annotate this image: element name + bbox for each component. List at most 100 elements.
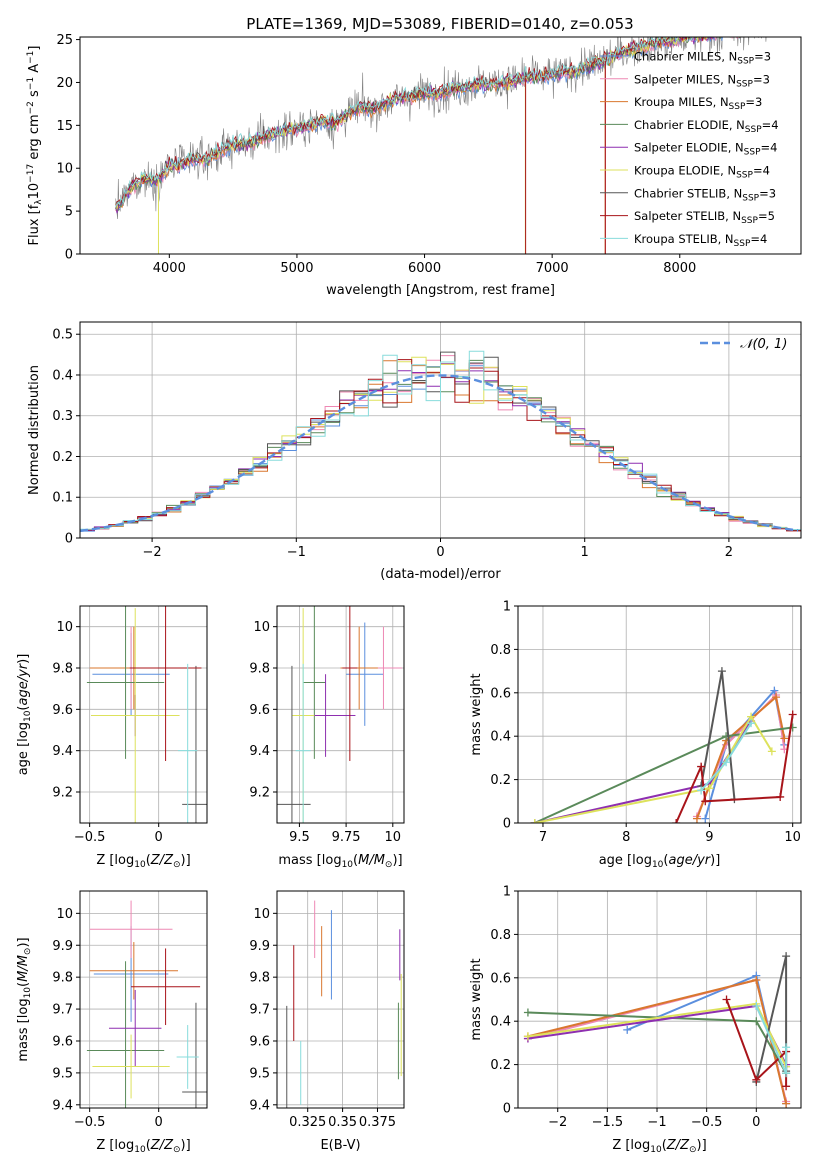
weight-marker-kroupa_stelib: [747, 719, 756, 728]
z-weight-xlabel: Z [log10(Z/Z⊙)]: [612, 1138, 706, 1155]
spectrum-legend: Chabrier MILES, NSSP=3 Salpeter MILES, NS…: [600, 50, 779, 249]
plot-area-residuals: [80, 350, 801, 533]
z-mass-xlabel: Z [log10(Z/Z⊙)]: [96, 1138, 190, 1155]
panel-spectrum: [115, 37, 767, 254]
x-tick-label: 2: [725, 545, 733, 560]
y-tick-label: 0.2: [52, 450, 73, 465]
legend-label: Kroupa STELIB, NSSP=4: [634, 232, 767, 249]
x-tick-label: 5000: [280, 261, 313, 276]
x-tick-label: −1: [287, 545, 306, 560]
z-mass-ylabel: mass [log10(M/M⊙)]: [16, 937, 33, 1061]
y-tick-label: 9.4: [52, 744, 73, 759]
axes-frame: [79, 36, 802, 255]
normal-curve: [80, 374, 799, 533]
x-tick-label: −0.5: [74, 830, 106, 845]
y-tick-label: 10: [56, 907, 73, 922]
plot-area-spectrum: [115, 37, 767, 254]
frame-z-weight: −2 −1.5 −1 −0.5 0 0 0.2 0.4 0.6 0.8 1 Z [log10(Z/Z⊙…: [469, 885, 802, 1155]
x-tick-label: 9: [705, 830, 713, 845]
weight-marker-kroupa_stelib: [782, 1069, 791, 1078]
axes-frame: [79, 605, 208, 824]
residuals-xlabel: (data-model)/error: [380, 567, 501, 582]
spectrum-ylabel: Flux [fλ10−17 erg cm−2 s−1 A−1]: [26, 46, 44, 246]
legend-label: Kroupa MILES, NSSP=3: [634, 95, 762, 112]
x-tick-label: 7000: [536, 261, 569, 276]
plot-area-z-mass: [86, 900, 207, 1108]
x-tick-label: 6000: [408, 261, 441, 276]
y-tick-label: 20: [56, 76, 73, 91]
weight-marker-salpeter_stelib: [782, 1082, 791, 1091]
frame-mass-age: 9.5 9.75 10 9.2 9.4 9.6 9.8 10 mass [log10(M/M⊙)…: [249, 605, 405, 870]
residuals-ylabel: Normed distribution: [27, 365, 42, 495]
y-tick-label: 0.3: [52, 409, 73, 424]
legend-label: Chabrier STELIB, NSSP=3: [634, 186, 776, 203]
y-tick-label: 0: [65, 532, 73, 547]
y-tick-label: 9.9: [249, 939, 270, 954]
x-tick-label: 0: [752, 1115, 760, 1130]
y-tick-label: 9.7: [52, 1003, 73, 1018]
x-tick-label: 9.75: [332, 830, 361, 845]
weight-marker-salpeter_stelib: [788, 710, 797, 719]
z-weight-ylabel: mass weight: [469, 958, 484, 1040]
weight-marker-kroupa_miles: [692, 814, 701, 823]
panel-ebv-mass: [277, 891, 404, 1108]
legend-label: 𝒩(0, 1): [740, 337, 787, 352]
plot-area-z-weight: [523, 952, 791, 1108]
weight-marker-salpeter_stelib: [672, 819, 681, 823]
x-tick-label: 0: [436, 545, 444, 560]
weight-marker-kroupa_miles: [782, 1099, 791, 1108]
z-age-ylabel: age [log10(age/yr)]: [16, 654, 33, 776]
weight-marker-chabrier_stelib: [782, 952, 791, 961]
frame-spectrum: 4000 5000 6000 7000 8000 0 5 10 15 20 25 wavelength…: [26, 33, 802, 298]
weight-marker-kroupa_miles: [752, 975, 761, 984]
y-tick-label: 9.9: [52, 939, 73, 954]
weight-marker-kroupa_miles: [780, 734, 789, 743]
weight-marker-kroupa_elodie: [530, 819, 539, 823]
y-tick-label: 0.2: [490, 773, 511, 788]
y-tick-label: 0.4: [490, 1015, 511, 1030]
axes-frame: [517, 890, 802, 1109]
y-tick-label: 1: [503, 885, 511, 900]
weight-marker-chabrier_stelib: [717, 667, 726, 676]
y-tick-label: 1: [503, 600, 511, 615]
legend-label: Chabrier ELODIE, NSSP=4: [634, 118, 779, 135]
y-tick-label: 0.8: [490, 643, 511, 658]
weight-marker-kroupa_stelib: [782, 1043, 791, 1052]
age-weight-ylabel: mass weight: [469, 673, 484, 755]
plot-area-z-age: [86, 606, 207, 823]
x-tick-label: 0: [155, 1115, 163, 1130]
x-tick-label: 7: [539, 830, 547, 845]
x-tick-label: −1.5: [592, 1115, 624, 1130]
spectrum-xlabel: wavelength [Angstrom, rest frame]: [326, 283, 555, 298]
panel-z-weight: [518, 890, 801, 1109]
plot-area-ebv-mass: [286, 900, 402, 1108]
y-tick-label: 10: [253, 907, 270, 922]
x-tick-label: −0.5: [691, 1115, 723, 1130]
x-tick-label: 0.325: [289, 1115, 326, 1130]
y-tick-label: 0.2: [490, 1058, 511, 1073]
frame-z-age: −0.5 0 9.2 9.4 9.6 9.8 10 Z [log10(Z/Z⊙)] age [l…: [16, 605, 208, 870]
legend-label: Chabrier MILES, NSSP=3: [634, 50, 771, 67]
y-tick-label: 9.5: [52, 1066, 73, 1081]
axes-frame: [79, 890, 208, 1109]
z-age-xlabel: Z [log10(Z/Z⊙)]: [96, 853, 190, 870]
y-tick-label: 0.5: [52, 328, 73, 343]
axes-frame: [276, 605, 405, 824]
weight-marker-chabrier_miles: [623, 1025, 632, 1034]
panel-z-age: [80, 606, 207, 823]
figure-title: PLATE=1369, MJD=53089, FIBERID=0140, z=0…: [246, 15, 633, 33]
frame-residuals: −2 −1 0 1 2 0 0.1 0.2 0.3 0.4 0.5 (data-model)/erro…: [27, 321, 802, 582]
x-tick-label: 0.375: [359, 1115, 396, 1130]
axes-frame: [276, 890, 405, 1109]
y-tick-label: 0: [503, 817, 511, 832]
x-tick-label: 4000: [153, 261, 186, 276]
y-tick-label: 9.4: [249, 1098, 270, 1113]
y-tick-label: 9.8: [52, 971, 73, 986]
frame-z-mass: −0.5 0 9.4 9.5 9.6 9.7 9.8 9.9 10 Z [log10(Z/Z⊙)]…: [16, 890, 208, 1155]
y-tick-label: 0.4: [490, 730, 511, 745]
legend-label: Salpeter STELIB, NSSP=5: [634, 209, 775, 226]
weight-marker-kroupa_stelib: [697, 786, 706, 795]
weight-marker-kroupa_miles: [772, 693, 781, 702]
y-tick-label: 9.5: [249, 1066, 270, 1081]
